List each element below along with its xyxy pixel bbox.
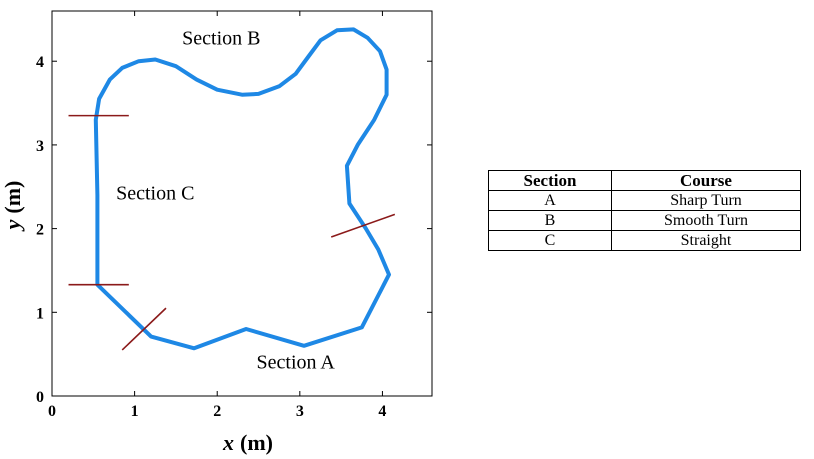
table-cell-section: B	[488, 210, 612, 231]
section-annotation: Section A	[257, 351, 336, 373]
y-tick-label: 0	[36, 389, 44, 406]
y-tick-label: 4	[36, 54, 44, 71]
x-tick-label: 0	[48, 403, 56, 420]
table-row: A Sharp Turn	[488, 190, 801, 211]
header-section: Section	[488, 170, 612, 191]
y-tick-label: 3	[36, 138, 44, 155]
x-axis-var: x	[222, 430, 234, 455]
x-axis-label: x (m)	[222, 430, 273, 455]
section-boundary-marker	[121, 307, 167, 351]
y-axis-var: y	[0, 219, 25, 232]
table-cell-course: Straight	[611, 230, 801, 251]
header-course: Course	[611, 170, 801, 191]
y-axis-label: y (m)	[0, 181, 25, 233]
table-row: C Straight	[488, 230, 801, 251]
table-header-row: Section Course	[488, 170, 801, 191]
plot-frame	[51, 10, 433, 397]
section-annotation: Section C	[116, 182, 194, 204]
course-table: Section Course A Sharp Turn B Smooth Tur…	[488, 170, 801, 251]
table-row: B Smooth Turn	[488, 210, 801, 231]
y-axis-unit: (m)	[0, 181, 25, 214]
table-cell-course: Sharp Turn	[611, 190, 801, 211]
table-cell-section: C	[488, 230, 612, 251]
x-tick-label: 1	[131, 403, 139, 420]
x-tick-label: 3	[296, 403, 304, 420]
x-tick-label: 2	[213, 403, 221, 420]
x-tick-label: 4	[378, 403, 386, 420]
table-cell-section: A	[488, 190, 612, 211]
y-tick-label: 2	[36, 222, 44, 239]
track-path	[93, 27, 391, 351]
section-annotation: Section B	[182, 27, 260, 49]
table-cell-course: Smooth Turn	[611, 210, 801, 231]
y-tick-label: 1	[36, 305, 44, 322]
section-boundary-marker	[330, 213, 396, 238]
track-plot: 0 1 2 3 4 0 1 2 3 4 Section B Section C Section A x…	[0, 10, 433, 455]
x-axis-unit: (m)	[240, 430, 273, 455]
